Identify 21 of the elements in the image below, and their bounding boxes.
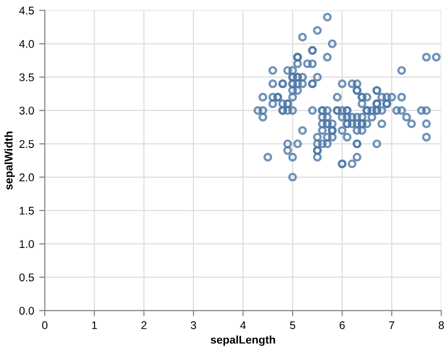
- y-tick-label: 4.0: [19, 40, 34, 48]
- y-axis-title: sepalWidth: [4, 132, 15, 190]
- x-tick-label: 6: [340, 321, 345, 330]
- y-tick-label: 0.5: [19, 273, 34, 282]
- x-tick-label: 2: [141, 321, 146, 330]
- x-tick-label: 1: [92, 321, 97, 330]
- x-tick-label: 4: [240, 321, 246, 330]
- x-axis-title: sepalLength: [210, 336, 276, 346]
- x-tick-label: 5: [290, 321, 296, 330]
- y-tick-label: 0.0: [19, 306, 34, 315]
- x-tick-label: 7: [389, 321, 394, 330]
- y-tick-label: 4.5: [19, 6, 34, 15]
- y-tick-label: 3.0: [19, 106, 34, 115]
- x-tick-label: 8: [438, 321, 444, 330]
- x-tick-label: 0: [42, 321, 48, 330]
- x-tick-label: 3: [190, 321, 196, 330]
- y-tick-label: 2.5: [20, 140, 34, 148]
- y-tick-label: 2.0: [20, 173, 34, 182]
- y-tick-label: 1.5: [20, 206, 34, 215]
- y-tick-label: 3.5: [19, 73, 34, 82]
- y-tick-label: 1.0: [20, 240, 34, 248]
